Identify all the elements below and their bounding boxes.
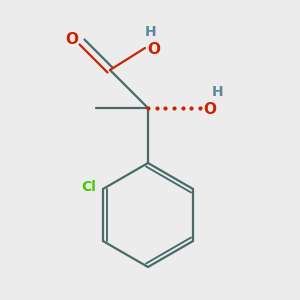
Text: H: H (212, 85, 224, 99)
Text: H: H (145, 25, 157, 39)
Text: O: O (65, 32, 79, 47)
Text: O: O (203, 103, 217, 118)
Text: Cl: Cl (82, 180, 96, 194)
Text: O: O (148, 43, 160, 58)
